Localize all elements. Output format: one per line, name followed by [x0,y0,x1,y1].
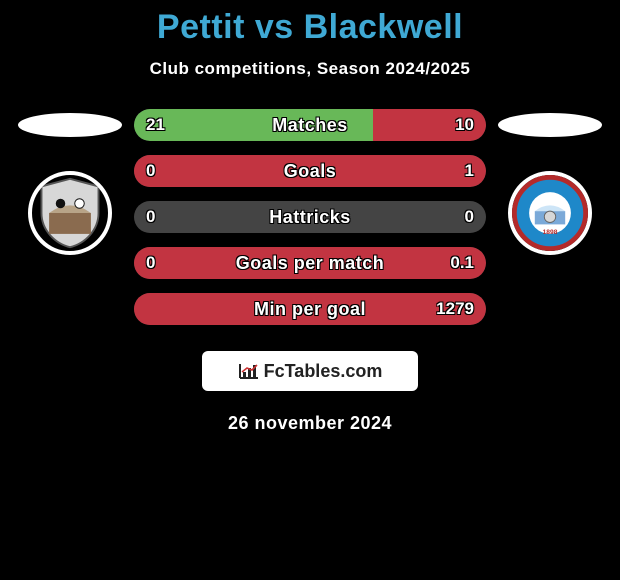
stat-bar: Goals per match0 0.1 [134,247,486,279]
right-player-col: 1898 [490,109,610,255]
stat-bar: Matches21 10 [134,109,486,141]
brand-label: FcTables.com [264,361,383,382]
stat-bars: Matches2110Goals01Hattricks00Goals per m… [130,109,490,325]
club-badge-right: 1898 [508,171,592,255]
stat-value-left: 0 [146,207,155,227]
svg-text:1898: 1898 [543,229,558,236]
subtitle: Club competitions, Season 2024/2025 [0,59,620,79]
player-silhouette-left [18,113,122,137]
left-player-col [10,109,130,255]
stat-bar: Goals0 1 [134,155,486,187]
stat-value-left: 0 [146,253,155,273]
stat-value-right: 1279 [436,299,474,319]
brand-badge[interactable]: FcTables.com [202,351,418,391]
stat-label: Hattricks [134,207,486,228]
stat-value-right: 1 [465,161,474,181]
stat-value-left: 21 [146,115,165,135]
player-silhouette-right [498,113,602,137]
stat-bar: Min per goal1279 [134,293,486,325]
comparison-row: Matches2110Goals01Hattricks00Goals per m… [0,109,620,325]
stat-value-right: 10 [455,115,474,135]
club-crest-icon: 1898 [512,175,588,251]
shield-icon [32,175,108,251]
chart-icon [238,362,260,380]
stat-label: Min per goal [134,299,486,320]
page-title: Pettit vs Blackwell [0,8,620,47]
stat-label: Goals [134,161,486,182]
stat-value-left: 0 [146,161,155,181]
club-badge-left [28,171,112,255]
stat-label: Goals per match [134,253,486,274]
stat-value-right: 0.1 [450,253,474,273]
stat-value-right: 0 [465,207,474,227]
stat-bar: Hattricks0 0 [134,201,486,233]
date-label: 26 november 2024 [0,413,620,434]
stat-label: Matches [134,115,486,136]
